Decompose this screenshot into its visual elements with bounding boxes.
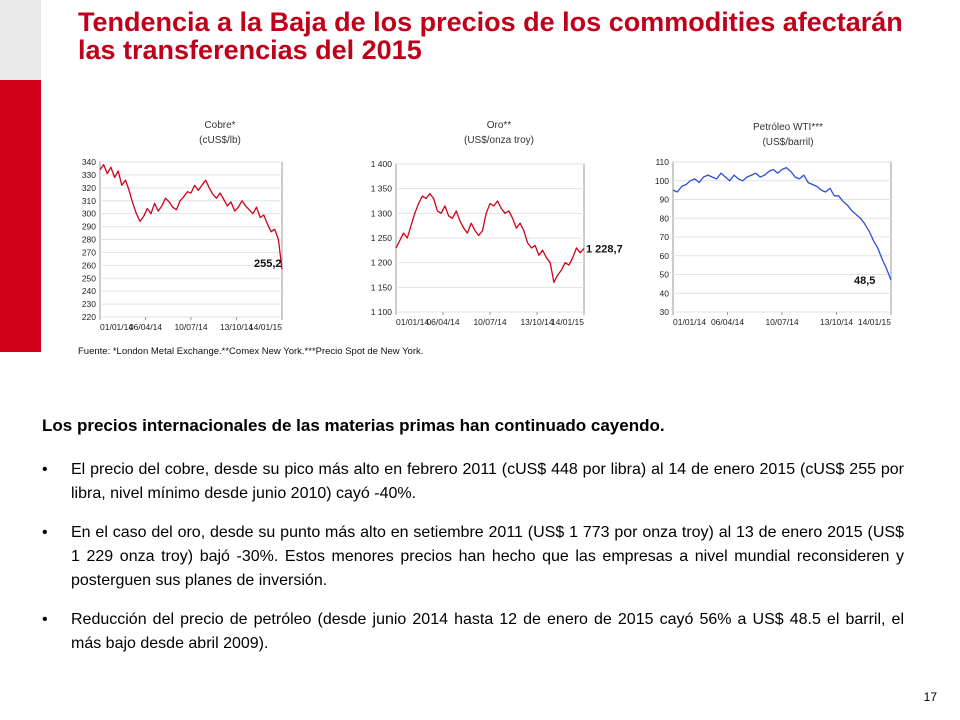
x-tick-label: 13/10/14 xyxy=(220,322,253,332)
y-tick-label: 60 xyxy=(660,251,670,261)
gold-chart-title: Oro** (US$/onza troy) xyxy=(419,118,579,148)
x-tick-label: 10/07/14 xyxy=(473,317,506,327)
x-tick-label: 14/01/15 xyxy=(858,317,891,327)
sidebar-accent-light xyxy=(0,0,41,80)
x-tick-label: 10/07/14 xyxy=(765,317,798,327)
copper-chart-title: Cobre* (cUS$/lb) xyxy=(140,118,300,148)
y-tick-label: 310 xyxy=(82,196,96,206)
y-tick-label: 90 xyxy=(660,195,670,205)
x-tick-label: 01/01/14 xyxy=(100,322,133,332)
end-value-label: 255,2 xyxy=(254,258,282,270)
y-tick-label: 70 xyxy=(660,232,670,242)
y-tick-label: 330 xyxy=(82,170,96,180)
y-tick-label: 250 xyxy=(82,273,96,283)
source-note: Fuente: *London Metal Exchange.**Comex N… xyxy=(78,346,424,357)
y-tick-label: 240 xyxy=(82,286,96,296)
bullet-list: El precio del cobre, desde su pico más a… xyxy=(42,458,904,671)
x-tick-label: 06/04/14 xyxy=(426,317,459,327)
y-tick-label: 110 xyxy=(655,157,669,167)
x-tick-label: 13/10/14 xyxy=(520,317,553,327)
y-tick-label: 220 xyxy=(82,312,96,322)
x-tick-label: 14/01/15 xyxy=(249,322,282,332)
y-tick-label: 1 250 xyxy=(371,233,393,243)
slide-title: Tendencia a la Baja de los precios de lo… xyxy=(78,7,903,65)
x-tick-label: 13/10/14 xyxy=(820,317,853,327)
y-tick-label: 40 xyxy=(660,288,670,298)
oil-subtitle: (US$/barril) xyxy=(762,137,814,148)
end-value-label: 48,5 xyxy=(854,275,875,287)
y-tick-label: 1 400 xyxy=(371,159,393,169)
copper-price-chart: 340 330 320 310 300 290 280 270 260 250 240 230 220 0… xyxy=(82,157,283,332)
y-tick-label: 320 xyxy=(82,183,96,193)
page-number: 17 xyxy=(923,690,937,704)
end-value-label: 1 228,7 xyxy=(586,243,623,255)
price-series-line xyxy=(395,192,585,284)
copper-title: Cobre* xyxy=(204,120,236,131)
copper-subtitle: (cUS$/lb) xyxy=(199,135,241,146)
y-tick-label: 1 200 xyxy=(371,258,393,268)
y-tick-label: 230 xyxy=(82,299,96,309)
y-tick-label: 1 100 xyxy=(371,307,393,317)
bullet-copper: El precio del cobre, desde su pico más a… xyxy=(42,458,904,506)
bullet-oil: Reducción del precio de petróleo (desde … xyxy=(42,608,904,656)
gold-price-chart: 1 400 1 350 1 300 1 250 1 200 1 150 1 10001/01… xyxy=(371,159,623,327)
y-tick-label: 1 350 xyxy=(371,184,393,194)
x-tick-label: 14/01/15 xyxy=(551,317,584,327)
y-tick-label: 30 xyxy=(660,307,670,317)
oil-chart-title: Petróleo WTI*** (US$/barril) xyxy=(708,120,868,150)
y-tick-label: 340 xyxy=(82,157,96,167)
x-tick-label: 06/04/14 xyxy=(711,317,744,327)
y-tick-label: 1 150 xyxy=(371,282,393,292)
x-tick-label: 01/01/14 xyxy=(673,317,706,327)
lead-statement: Los precios internacionales de las mater… xyxy=(42,416,665,435)
price-series-line xyxy=(672,166,892,281)
bullet-gold: En el caso del oro, desde su punto más a… xyxy=(42,521,904,593)
y-tick-label: 280 xyxy=(82,235,96,245)
y-tick-label: 260 xyxy=(82,260,96,270)
gold-subtitle: (US$/onza troy) xyxy=(463,135,535,146)
y-tick-label: 270 xyxy=(82,247,96,257)
y-tick-label: 300 xyxy=(82,209,96,219)
gold-title: Oro** xyxy=(486,120,512,131)
y-tick-label: 1 300 xyxy=(371,208,393,218)
price-series-line xyxy=(99,163,283,270)
x-tick-label: 06/04/14 xyxy=(129,322,162,332)
x-tick-label: 01/01/14 xyxy=(396,317,429,327)
x-tick-label: 10/07/14 xyxy=(174,322,207,332)
y-tick-label: 290 xyxy=(82,222,96,232)
sidebar-accent-red xyxy=(0,80,41,352)
y-tick-label: 80 xyxy=(660,213,670,223)
oil-title: Petróleo WTI*** xyxy=(752,122,824,133)
y-tick-label: 50 xyxy=(660,270,670,280)
y-tick-label: 100 xyxy=(655,176,669,186)
